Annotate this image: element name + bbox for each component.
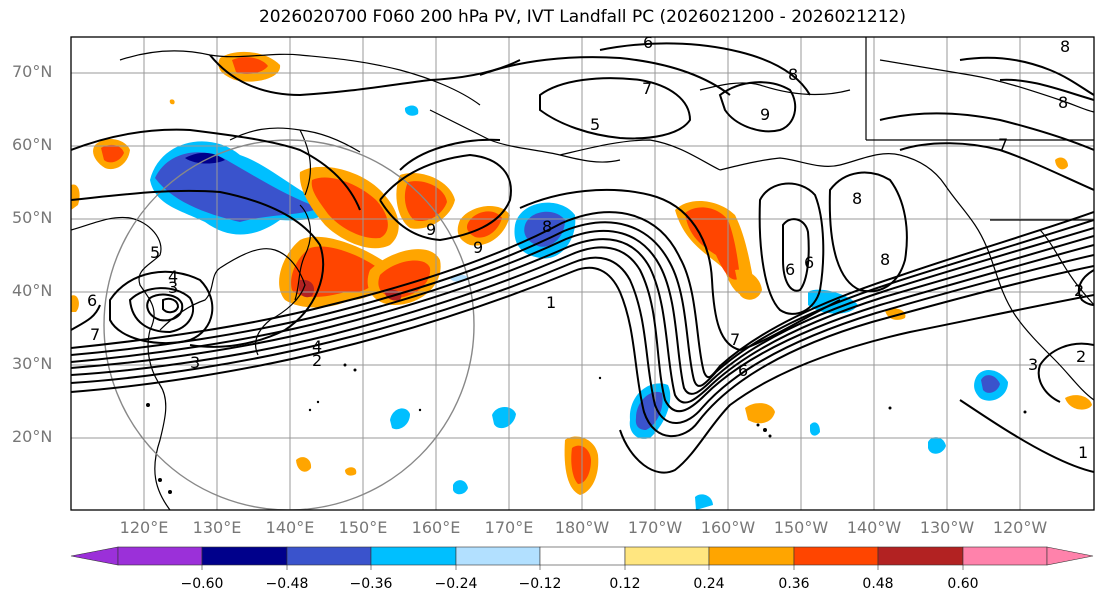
colorbar-bin [962,546,1048,566]
contour-label: 6 [643,33,653,52]
colorbar-bin [793,546,879,566]
lat-label-30n: 30°N [12,354,53,373]
colorbar-bin [877,546,964,566]
lon-label-130e: 130°E [192,518,242,537]
colorbar-tick-label: −0.48 [265,576,309,592]
contour-label: 9 [426,220,436,239]
colorbar-tick-label: 0.12 [609,576,641,592]
lon-label-150e: 150°E [338,518,388,537]
colorbar-bin [117,546,203,566]
contour-label: 8 [542,217,552,236]
contour-label: 6 [87,291,97,310]
contours [71,42,1094,474]
contour-label: 6 [804,253,814,272]
lon-label-140w: 140°W [846,518,902,537]
lon-label-170e: 170°E [484,518,534,537]
contour-label: 4 [312,337,322,356]
colorbar [70,546,1094,570]
lat-label-50n: 50°N [12,208,53,227]
contour-label: 8 [852,189,862,208]
colorbar-tick-label: 0.36 [778,576,810,592]
colorbar-bin [624,546,710,566]
colorbar-bin [201,546,288,566]
contour-label: 8 [880,250,890,269]
contour-label: 9 [760,105,770,124]
map-frame [70,36,1095,511]
contour-label: 3 [168,278,178,297]
range-circle [103,139,475,510]
contour-label: 1 [546,293,556,312]
contour-label: 3 [1028,355,1038,374]
contour-label: 6 [785,260,795,279]
lat-label-40n: 40°N [12,281,53,300]
lon-label-120e: 120°E [119,518,169,537]
islands [146,363,1027,494]
positive-anomaly-shading [71,51,1092,495]
lon-label-160w: 160°W [700,518,756,537]
contour-labels: 6 7 8 8 5 9 7 5 4 3 6 7 9 9 8 8 8 6 6 8 … [87,33,1088,462]
contour-label: 8 [1060,37,1070,56]
colorbar-tick-label: −0.24 [434,576,478,592]
colorbar-bin [455,546,541,566]
colorbar-bin [539,546,626,566]
contour-label: 2 [1074,281,1084,300]
lat-label-20n: 20°N [12,427,53,446]
contour-label: 2 [1076,347,1086,366]
contour-label: 4 [168,267,178,286]
lon-label-120w: 120°W [992,518,1048,537]
lon-label-150w: 150°W [773,518,829,537]
lon-label-130w: 130°W [919,518,975,537]
colorbar-tick-label: 0.48 [862,576,894,592]
colorbar-extend-low [70,546,119,566]
contour-label: 3 [190,353,200,372]
colorbar-bin [370,546,457,566]
lon-label-160e: 160°E [411,518,461,537]
lat-label-70n: 70°N [12,62,53,81]
contour-label: 7 [642,79,652,98]
colorbar-tick-label: −0.60 [180,576,224,592]
colorbar-bin [286,546,372,566]
colorbar-tick-label: 0.60 [947,576,979,592]
contour-label: 5 [150,243,160,262]
contour-label: 1 [1078,443,1088,462]
contour-label: 8 [788,65,798,84]
colorbar-tick-label: −0.36 [349,576,393,592]
contour-label: 7 [730,330,740,349]
contour-label: 2 [312,351,322,370]
lon-label-140e: 140°E [265,518,315,537]
contour-label: 7 [90,325,100,344]
colorbar-tick-label: −0.12 [518,576,562,592]
lat-label-60n: 60°N [12,135,53,154]
contour-label: 9 [473,238,483,257]
colorbar-tick-label: 0.24 [693,576,725,592]
contour-label: 6 [738,361,748,380]
contour-label: 5 [590,115,600,134]
contour-label: 8 [1058,93,1068,112]
map-title: 2026020700 F060 200 hPa PV, IVT Landfall… [258,7,906,27]
colorbar-extend-high [1046,546,1094,566]
contour-label: 7 [998,135,1008,154]
colorbar-bin [708,546,795,566]
lon-label-180w: 180°W [554,518,610,537]
lon-label-170w: 170°W [627,518,683,537]
